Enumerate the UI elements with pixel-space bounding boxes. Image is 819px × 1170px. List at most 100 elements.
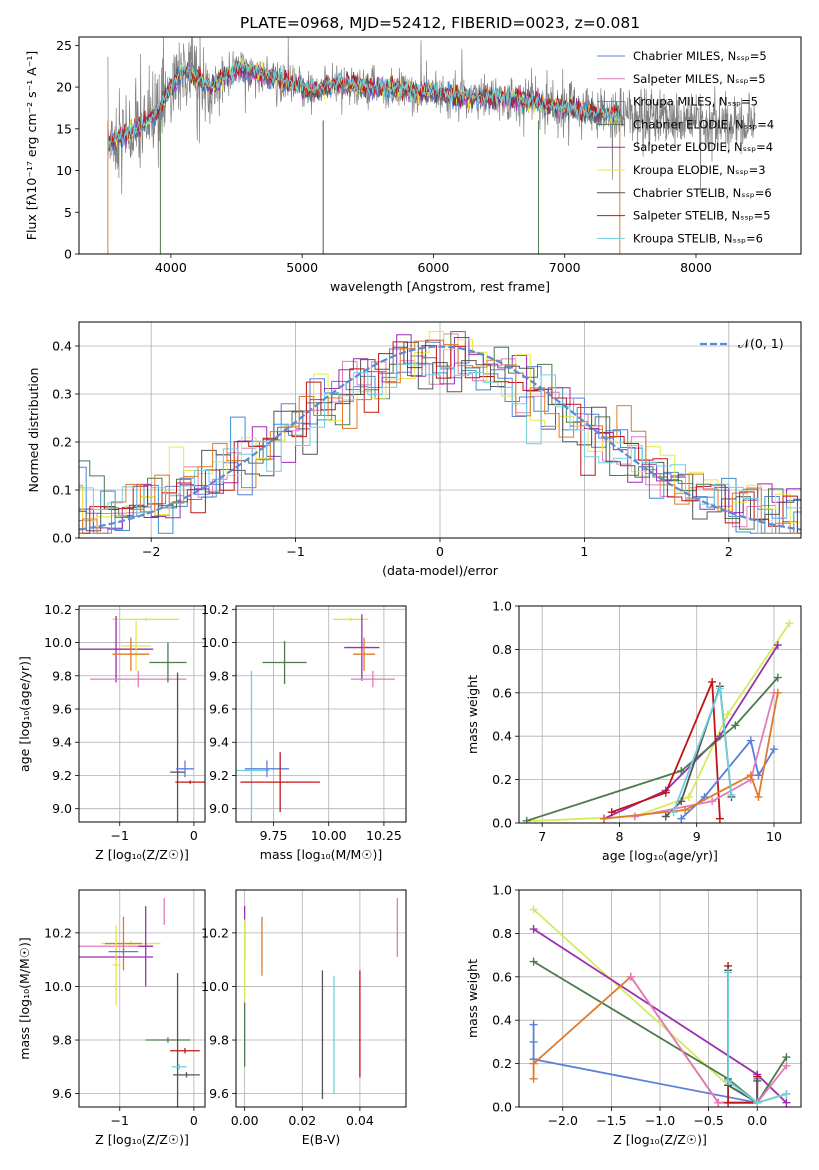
x-tick-label-0: 7: [538, 829, 546, 844]
series-marker-7-3: [754, 792, 763, 801]
plot-area: [79, 615, 205, 822]
series-marker-2-0: [522, 816, 531, 823]
series-marker-7-2: [746, 771, 755, 780]
series-marker-0-4: [785, 619, 794, 628]
series-marker-8-2: [727, 790, 736, 799]
series-marker-3-1: [661, 788, 670, 797]
x-tick-label-1: −1.5: [596, 1113, 626, 1128]
x-tick-label-3: 7000: [549, 260, 581, 275]
series-line-3: [611, 681, 721, 819]
x-tick-label-1: 10.00: [311, 828, 347, 843]
legend-label-7: Salpeter STELIB, Nₛₛₚ=5: [633, 209, 771, 223]
x-tick-label-2: 6000: [418, 260, 450, 275]
y-tick-label-1: 9.2: [209, 768, 229, 783]
y-tick-label-5: 10.0: [201, 635, 229, 650]
model-spectrum-line-6: [107, 61, 621, 155]
series-marker-5-3: [782, 1061, 791, 1070]
x-tick-label-2: −1.0: [645, 1113, 675, 1128]
age-vs-mass-panel: 9.75 10.00 10.25 9.0 9.2 9.4 9.6 9.8 10.0 10.2 mas…: [201, 602, 407, 862]
series-line-8: [727, 972, 787, 1104]
y-tick-label-1: 0.2: [492, 1056, 512, 1071]
series-marker-1-3: [773, 641, 782, 650]
plot-area: [236, 614, 395, 822]
x-tick-label-1: 5000: [286, 260, 318, 275]
y-tick-label-6: 10.2: [44, 602, 72, 617]
y-tick-label-2: 0.4: [492, 729, 512, 744]
series-marker-8-1: [715, 684, 724, 693]
series-marker-6-1: [708, 797, 717, 806]
y-tick-label-3: 0.3: [52, 387, 72, 402]
mass-vs-reddening-panel: 0.00 0.02 0.04 9.6 9.8 10.0 10.2 E(B-V): [201, 889, 407, 1147]
plot-area: [107, 37, 756, 254]
y-tick-label-1: 0.1: [52, 483, 72, 498]
legend-label-0: Chabrier MILES, Nₛₛₚ=5: [633, 49, 767, 63]
legend-label-2: Kroupa MILES, Nₛₛₚ=5: [633, 95, 758, 109]
series-marker-0-3: [723, 710, 732, 719]
legend-label-3: Chabrier ELODIE, Nₛₛₚ=4: [633, 117, 774, 131]
y-axis-label: mass weight: [465, 959, 480, 1038]
y-tick-label-3: 0.6: [492, 969, 512, 984]
series-marker-8-1: [724, 1076, 733, 1085]
y-tick-label-5: 1.0: [492, 599, 512, 614]
y-tick-label-0: 9.6: [209, 1086, 229, 1101]
y-tick-label-1: 9.8: [209, 1033, 229, 1048]
y-tick-label-0: 9.0: [52, 801, 72, 816]
y-tick-label-3: 9.6: [52, 702, 72, 717]
y-tick-label-2: 0.4: [492, 1013, 512, 1028]
histogram-step-6: [79, 341, 801, 532]
axes-frame: [78, 605, 206, 823]
series-marker-1-0: [529, 925, 538, 934]
series-marker-3-1: [529, 1037, 538, 1046]
series-marker-7-4: [773, 688, 782, 697]
y-tick-label-4: 9.8: [52, 668, 72, 683]
y-tick-label-4: 0.4: [52, 339, 72, 354]
y-tick-label-2: 9.4: [209, 735, 229, 750]
y-tick-label-0: 0.0: [492, 1100, 512, 1115]
axes-frame: [78, 321, 802, 539]
x-tick-label-1: 8: [615, 829, 623, 844]
series-marker-5-1: [714, 1098, 723, 1107]
series-line-0: [532, 908, 758, 1104]
x-axis-label: wavelength [Angstrom, rest frame]: [330, 279, 550, 294]
x-tick-label-0: −2: [142, 544, 160, 559]
y-tick-label-3: 10.2: [201, 925, 229, 940]
weight-vs-age-panel: 7 8 9 10 0.0 0.2 0.4 0.6 0.8 1.0 age [log₁₀(age/yr…: [465, 599, 802, 863]
x-tick-label-4: 2: [725, 544, 733, 559]
x-axis-label: Z [log₁₀(Z/Z☉)]: [95, 1132, 189, 1147]
y-tick-label-2: 0.2: [52, 435, 72, 450]
series-marker-6-1: [724, 1098, 733, 1107]
series-marker-5-2: [746, 736, 755, 745]
series-marker-8-2: [753, 1098, 762, 1107]
series-marker-4-1: [677, 797, 686, 806]
y-tick-label-2: 10.0: [44, 979, 72, 994]
axes-frame: [78, 36, 802, 255]
x-axis-label: Z [log₁₀(Z/Z☉)]: [95, 847, 189, 862]
axes-frame: [235, 605, 407, 823]
y-axis-label: Flux [fλ10⁻¹⁷ erg cm⁻² s⁻¹ A⁻¹]: [24, 51, 39, 240]
legend-label-8: Kroupa STELIB, Nₛₛₚ=6: [633, 231, 763, 245]
series-marker-2-0: [529, 957, 538, 966]
x-tick-label-2: 0.04: [346, 1113, 374, 1128]
normal-reference-curve: [79, 345, 801, 531]
mass-vs-metallicity-panel: −1 0 9.6 9.8 10.0 10.2 Z [log₁₀(Z/Z☉)] mass [lo…: [17, 889, 206, 1147]
figure-title: PLATE=0968, MJD=52412, FIBERID=0023, z=0…: [240, 14, 640, 32]
y-tick-label-0: 0: [64, 247, 72, 262]
spectrum-panel: 4000 5000 6000 7000 8000 0 5 10 15 20 25 wavelength…: [24, 36, 802, 294]
y-tick-label-1: 5: [64, 205, 72, 220]
axes-frame: [518, 889, 802, 1108]
model-spectrum-line-8: [107, 57, 621, 148]
legend-label-1: Salpeter MILES, Nₛₛₚ=5: [633, 72, 766, 86]
series-marker-5-3: [754, 771, 763, 780]
x-tick-label-0: 0.00: [231, 1113, 259, 1128]
y-tick-label-5: 10.0: [44, 635, 72, 650]
series-marker-2-1: [677, 766, 686, 775]
x-tick-label-0: −1: [111, 1113, 129, 1128]
y-tick-label-0: 9.0: [209, 801, 229, 816]
y-axis-label: age [log₁₀(age/yr)]: [17, 656, 32, 772]
x-tick-label-0: 9.75: [260, 828, 288, 843]
x-axis-label: Z [log₁₀(Z/Z☉)]: [613, 1132, 707, 1147]
x-axis-label: (data-model)/error: [382, 563, 499, 578]
y-axis-label: Normed distribution: [26, 368, 41, 493]
series-marker-2-3: [773, 673, 782, 682]
